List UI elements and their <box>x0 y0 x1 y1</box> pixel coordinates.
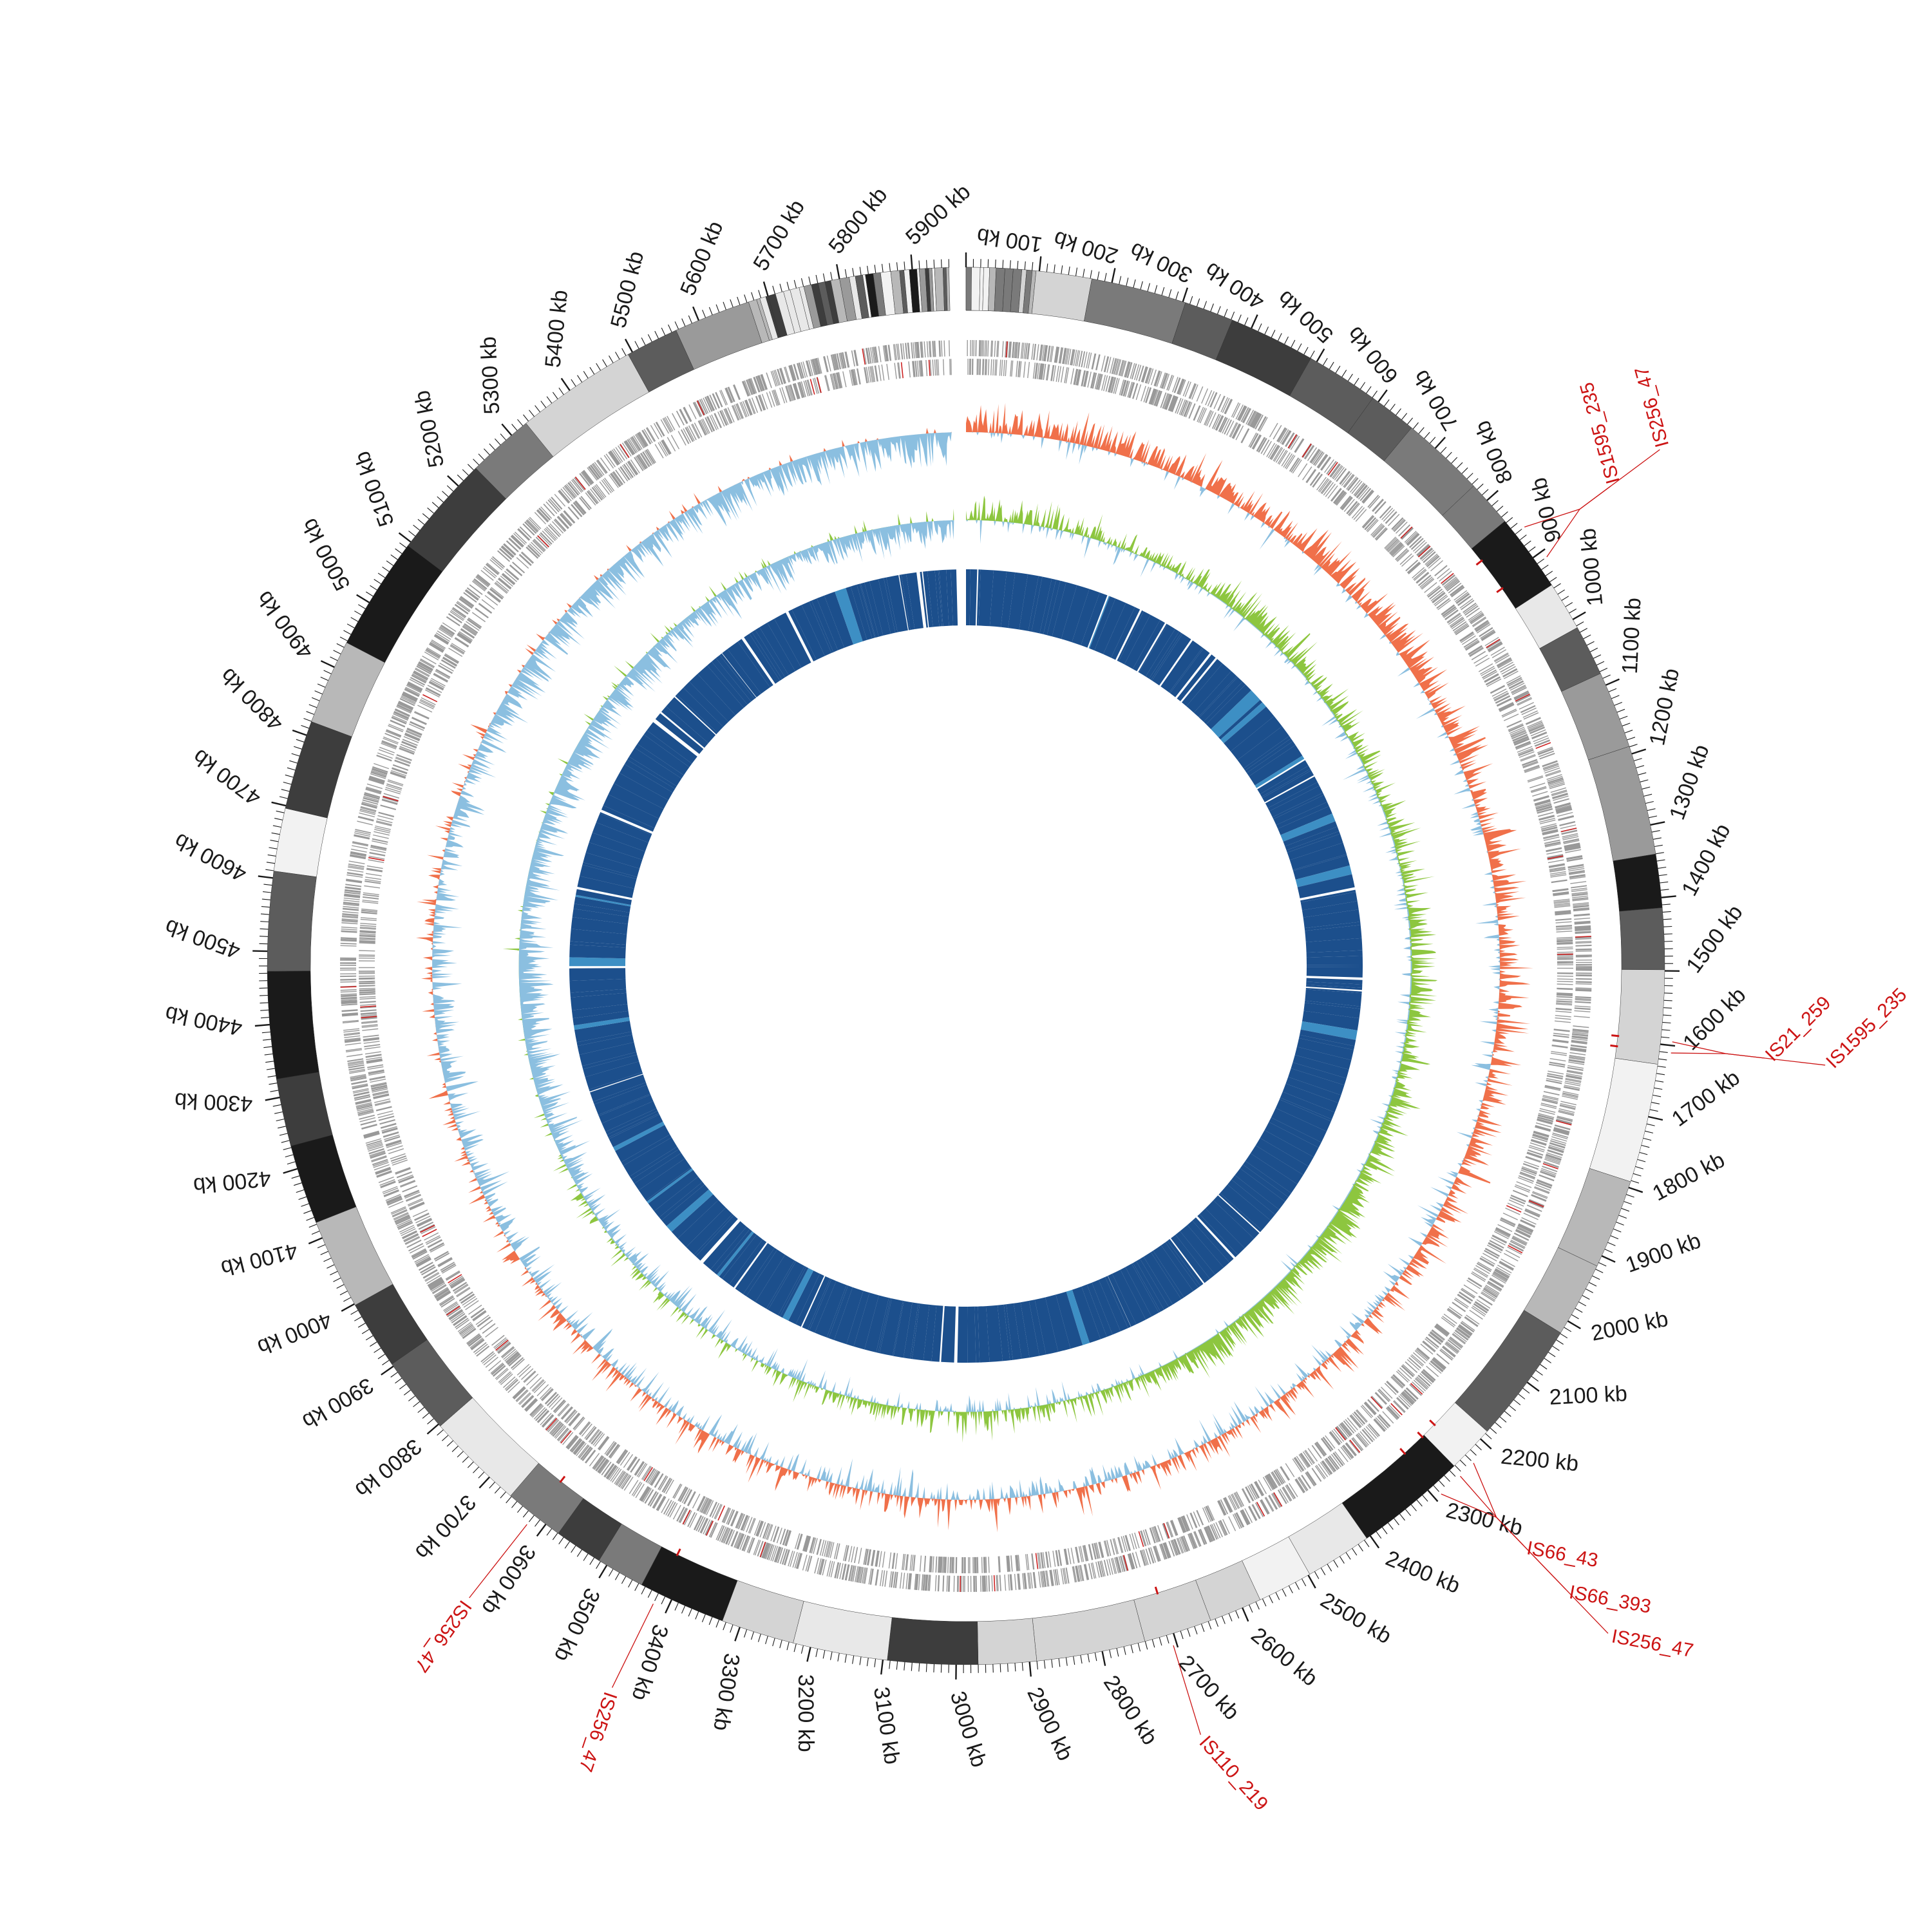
svg-text:600 kb: 600 kb <box>1343 322 1403 388</box>
svg-text:2900 kb: 2900 kb <box>1022 1683 1077 1765</box>
svg-text:4400 kb: 4400 kb <box>163 1001 244 1040</box>
svg-text:1500 kb: 1500 kb <box>1681 900 1748 978</box>
svg-text:2800 kb: 2800 kb <box>1099 1671 1162 1750</box>
svg-text:1800 kb: 1800 kb <box>1649 1148 1729 1206</box>
svg-text:4500 kb: 4500 kb <box>162 914 243 963</box>
svg-text:IS66_393: IS66_393 <box>1567 1582 1653 1618</box>
svg-text:4900 kb: 4900 kb <box>252 586 318 663</box>
svg-text:1100 kb: 1100 kb <box>1618 597 1646 674</box>
svg-text:IS110_219: IS110_219 <box>1195 1732 1273 1815</box>
svg-text:5600 kb: 5600 kb <box>676 218 728 299</box>
svg-text:IS256_47: IS256_47 <box>574 1689 621 1774</box>
svg-text:3300 kb: 3300 kb <box>708 1652 744 1732</box>
svg-text:4800 kb: 4800 kb <box>216 663 288 735</box>
svg-text:2700 kb: 2700 kb <box>1173 1651 1244 1725</box>
svg-text:3600 kb: 3600 kb <box>477 1540 540 1619</box>
svg-text:1700 kb: 1700 kb <box>1667 1065 1745 1132</box>
svg-text:1400 kb: 1400 kb <box>1677 820 1736 900</box>
svg-text:3000 kb: 3000 kb <box>945 1689 991 1770</box>
svg-text:300 kb: 300 kb <box>1126 238 1197 288</box>
svg-text:4100 kb: 4100 kb <box>218 1238 300 1280</box>
svg-text:5300 kb: 5300 kb <box>476 336 504 415</box>
svg-text:4200 kb: 4200 kb <box>192 1166 272 1198</box>
svg-text:100 kb: 100 kb <box>975 223 1044 257</box>
svg-text:2400 kb: 2400 kb <box>1382 1546 1463 1598</box>
svg-text:1900 kb: 1900 kb <box>1622 1228 1704 1278</box>
svg-text:5500 kb: 5500 kb <box>606 249 649 330</box>
svg-text:3200 kb: 3200 kb <box>793 1674 818 1752</box>
svg-text:900 kb: 900 kb <box>1526 475 1566 545</box>
svg-text:2200 kb: 2200 kb <box>1500 1444 1580 1476</box>
svg-text:IS66_43: IS66_43 <box>1525 1537 1600 1571</box>
svg-text:3900 kb: 3900 kb <box>298 1373 377 1434</box>
svg-text:2500 kb: 2500 kb <box>1316 1587 1396 1649</box>
svg-text:IS256_47: IS256_47 <box>410 1596 475 1676</box>
svg-text:2600 kb: 2600 kb <box>1246 1623 1322 1691</box>
svg-text:1300 kb: 1300 kb <box>1665 741 1714 823</box>
svg-text:3500 kb: 3500 kb <box>549 1584 605 1665</box>
svg-text:4600 kb: 4600 kb <box>170 828 251 887</box>
svg-text:5100 kb: 5100 kb <box>350 448 399 530</box>
svg-text:IS1595_235: IS1595_235 <box>1576 380 1624 486</box>
svg-text:200 kb: 200 kb <box>1051 226 1121 269</box>
svg-text:3700 kb: 3700 kb <box>410 1490 480 1564</box>
svg-text:1600 kb: 1600 kb <box>1678 983 1750 1055</box>
svg-text:5700 kb: 5700 kb <box>748 196 810 275</box>
svg-text:2000 kb: 2000 kb <box>1589 1307 1670 1346</box>
svg-text:5400 kb: 5400 kb <box>540 289 573 368</box>
svg-text:4000 kb: 4000 kb <box>254 1307 335 1359</box>
svg-text:800 kb: 800 kb <box>1470 417 1518 488</box>
svg-text:400 kb: 400 kb <box>1200 258 1269 314</box>
svg-text:1200 kb: 1200 kb <box>1645 667 1684 748</box>
svg-text:3400 kb: 3400 kb <box>627 1622 672 1703</box>
svg-text:IS1595_235: IS1595_235 <box>1822 984 1911 1072</box>
svg-text:5900 kb: 5900 kb <box>901 180 975 250</box>
svg-text:5800 kb: 5800 kb <box>824 183 892 259</box>
svg-text:IS21_259: IS21_259 <box>1761 992 1835 1066</box>
svg-text:4300 kb: 4300 kb <box>174 1088 253 1116</box>
svg-text:5000 kb: 5000 kb <box>297 515 355 595</box>
svg-text:1000 kb: 1000 kb <box>1576 527 1608 607</box>
svg-text:4700 kb: 4700 kb <box>188 744 265 810</box>
svg-text:3800 kb: 3800 kb <box>350 1434 426 1502</box>
svg-text:500 kb: 500 kb <box>1273 285 1338 348</box>
svg-text:2100 kb: 2100 kb <box>1549 1381 1628 1410</box>
svg-text:IS256_47: IS256_47 <box>1610 1625 1695 1662</box>
svg-text:5200 kb: 5200 kb <box>410 388 449 469</box>
svg-text:IS256_47: IS256_47 <box>1631 365 1673 450</box>
svg-text:3100 kb: 3100 kb <box>869 1685 904 1766</box>
